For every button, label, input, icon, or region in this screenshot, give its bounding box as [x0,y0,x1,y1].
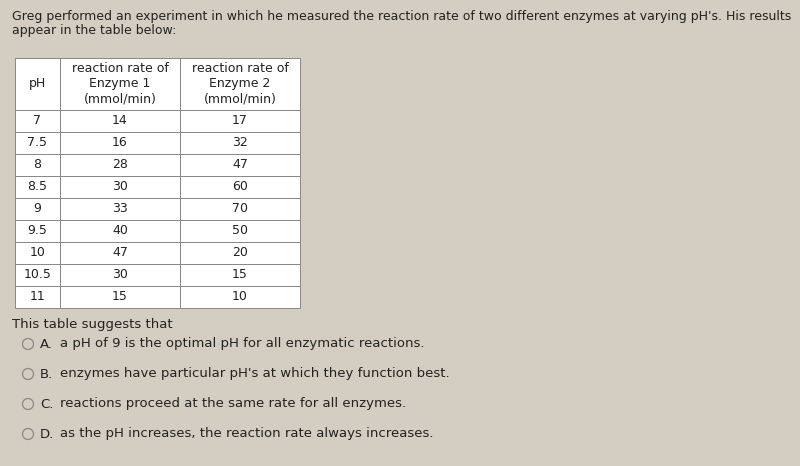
Text: as the pH increases, the reaction rate always increases.: as the pH increases, the reaction rate a… [60,427,434,440]
Text: 8.5: 8.5 [27,180,47,193]
Bar [15,58,60,110]
Text: reactions proceed at the same rate for all enzymes.: reactions proceed at the same rate for a… [60,397,406,411]
Bar [15,286,60,308]
Bar [180,132,300,154]
Bar [60,154,180,176]
Bar [180,154,300,176]
Text: 47: 47 [232,158,248,171]
Text: 9.5: 9.5 [27,225,47,238]
Text: 30: 30 [112,180,128,193]
Text: 32: 32 [232,137,248,150]
Bar [180,110,300,132]
Text: 10: 10 [30,247,46,260]
Text: 15: 15 [112,290,128,303]
Text: 20: 20 [232,247,248,260]
Bar [180,220,300,242]
Text: 11: 11 [30,290,46,303]
Bar [60,242,180,264]
Text: 30: 30 [112,268,128,281]
Text: 28: 28 [112,158,128,171]
Text: a pH of 9 is the optimal pH for all enzymatic reactions.: a pH of 9 is the optimal pH for all enzy… [60,337,425,350]
Bar [15,242,60,264]
Text: enzymes have particular pH's at which they function best.: enzymes have particular pH's at which th… [60,368,450,381]
Text: 60: 60 [232,180,248,193]
Text: This table suggests that: This table suggests that [12,318,173,331]
Text: 33: 33 [112,203,128,215]
Bar [60,198,180,220]
Text: B.: B. [40,368,54,381]
Bar [15,198,60,220]
Bar [15,132,60,154]
Bar [60,58,180,110]
Text: 7: 7 [34,115,42,128]
Text: 15: 15 [232,268,248,281]
Bar [60,286,180,308]
Bar [15,154,60,176]
Bar [60,264,180,286]
Text: 8: 8 [34,158,42,171]
Bar [180,264,300,286]
Text: 17: 17 [232,115,248,128]
Bar [60,220,180,242]
Bar [60,176,180,198]
Text: 40: 40 [112,225,128,238]
Text: reaction rate of
Enzyme 2
(mmol/min): reaction rate of Enzyme 2 (mmol/min) [191,62,289,106]
Text: Greg performed an experiment in which he measured the reaction rate of two diffe: Greg performed an experiment in which he… [12,10,791,23]
Text: appear in the table below:: appear in the table below: [12,24,176,37]
Text: 16: 16 [112,137,128,150]
Text: D.: D. [40,427,54,440]
Bar [15,264,60,286]
Text: 10.5: 10.5 [23,268,51,281]
Text: 10: 10 [232,290,248,303]
Text: C.: C. [40,397,54,411]
Text: A.: A. [40,337,53,350]
Bar [15,110,60,132]
Bar [15,176,60,198]
Bar [60,110,180,132]
Bar [60,132,180,154]
Text: 7.5: 7.5 [27,137,47,150]
Bar [180,242,300,264]
Bar [180,176,300,198]
Bar [180,286,300,308]
Text: 9: 9 [34,203,42,215]
Text: 70: 70 [232,203,248,215]
Bar [180,58,300,110]
Bar [15,220,60,242]
Text: 50: 50 [232,225,248,238]
Text: 14: 14 [112,115,128,128]
Bar [180,198,300,220]
Text: pH: pH [29,77,46,90]
Text: reaction rate of
Enzyme 1
(mmol/min): reaction rate of Enzyme 1 (mmol/min) [71,62,169,106]
Text: 47: 47 [112,247,128,260]
